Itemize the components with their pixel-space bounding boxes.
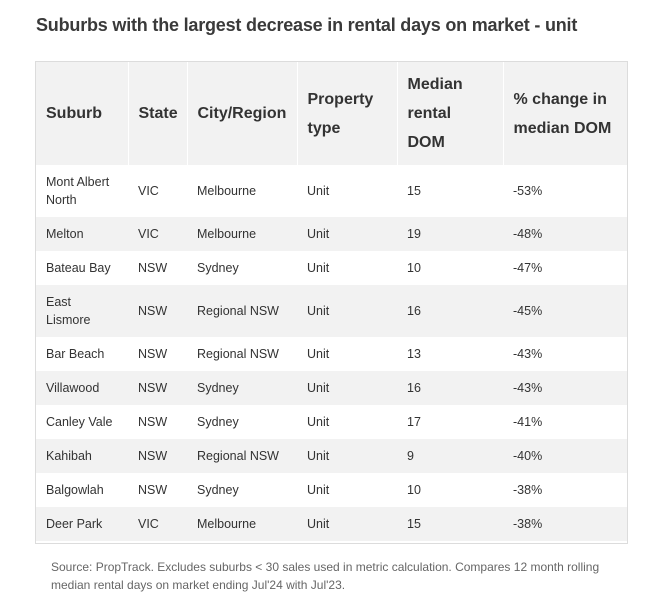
table-row: Melton VIC Melbourne Unit 19 -48% xyxy=(36,217,627,251)
cell-city-region: Sydney xyxy=(197,261,239,275)
cell-property-type: Unit xyxy=(307,483,330,497)
column-header-property-type: Property type xyxy=(297,62,398,165)
table-body: Mont Albert North VIC Melbourne Unit 15 … xyxy=(36,165,627,541)
cell-city-region: Melbourne xyxy=(187,217,297,251)
table-row: Villawood NSW Sydney Unit 16 -43% xyxy=(36,371,627,405)
cell-city-region: Regional NSW xyxy=(197,347,279,361)
cell-suburb: Villawood xyxy=(36,371,128,405)
cell-percent-change: -38% xyxy=(513,483,543,497)
cell-suburb: Balgowlah xyxy=(46,483,104,497)
table-row: Deer Park VIC Melbourne Unit 15 -38% xyxy=(36,507,627,541)
cell-state: NSW xyxy=(138,483,168,497)
cell-suburb: Kahibah xyxy=(36,439,128,473)
table-header: Suburb State City/Region Property type M… xyxy=(36,62,627,165)
cell-state: VIC xyxy=(138,184,159,198)
cell-property-type: Unit xyxy=(307,415,330,429)
cell-median-dom: 15 xyxy=(407,184,421,198)
cell-suburb: Melton xyxy=(36,217,128,251)
table-row: Mont Albert North VIC Melbourne Unit 15 … xyxy=(36,165,627,217)
cell-property-type: Unit xyxy=(307,261,330,275)
table-row: Canley Vale NSW Sydney Unit 17 -41% xyxy=(36,405,627,439)
column-header-city-region: City/Region xyxy=(187,62,298,165)
cell-city-region: Sydney xyxy=(187,371,297,405)
cell-property-type: Unit xyxy=(297,507,397,541)
table-row: Bar Beach NSW Regional NSW Unit 13 -43% xyxy=(36,337,627,371)
cell-percent-change: -45% xyxy=(503,285,627,337)
cell-median-dom: 16 xyxy=(397,285,503,337)
cell-state: NSW xyxy=(128,371,187,405)
cell-city-region: Regional NSW xyxy=(187,439,297,473)
cell-median-dom: 9 xyxy=(397,439,503,473)
cell-property-type: Unit xyxy=(297,371,397,405)
cell-median-dom: 19 xyxy=(397,217,503,251)
column-header-percent-change: % change in median DOM xyxy=(503,62,627,165)
data-table-container: Suburb State City/Region Property type M… xyxy=(35,61,628,544)
cell-percent-change: -43% xyxy=(513,347,543,361)
table-row: Bateau Bay NSW Sydney Unit 10 -47% xyxy=(36,251,627,285)
cell-percent-change: -48% xyxy=(503,217,627,251)
cell-median-dom: 13 xyxy=(407,347,421,361)
table-row: Balgowlah NSW Sydney Unit 10 -38% xyxy=(36,473,627,507)
cell-city-region: Melbourne xyxy=(187,507,297,541)
column-header-median-rental-dom: Median rental DOM xyxy=(397,62,504,165)
cell-city-region: Sydney xyxy=(197,483,239,497)
cell-percent-change: -41% xyxy=(513,415,543,429)
cell-percent-change: -53% xyxy=(513,184,543,198)
cell-state: NSW xyxy=(138,261,168,275)
column-header-state: State xyxy=(128,62,188,165)
cell-property-type: Unit xyxy=(307,184,330,198)
cell-suburb: Canley Vale xyxy=(46,415,113,429)
cell-state: VIC xyxy=(128,217,187,251)
cell-property-type: Unit xyxy=(297,285,397,337)
cell-percent-change: -47% xyxy=(513,261,543,275)
cell-suburb: Mont Albert North xyxy=(46,175,110,207)
cell-state: VIC xyxy=(128,507,187,541)
cell-suburb: Bar Beach xyxy=(46,347,105,361)
cell-city-region: Regional NSW xyxy=(187,285,297,337)
cell-percent-change: -40% xyxy=(503,439,627,473)
data-table: Suburb State City/Region Property type M… xyxy=(36,62,627,541)
cell-suburb: Deer Park xyxy=(36,507,128,541)
cell-percent-change: -43% xyxy=(503,371,627,405)
header-row: Suburb State City/Region Property type M… xyxy=(36,62,627,165)
cell-state: NSW xyxy=(138,347,168,361)
cell-median-dom: 16 xyxy=(397,371,503,405)
cell-percent-change: -38% xyxy=(503,507,627,541)
cell-property-type: Unit xyxy=(307,347,330,361)
cell-state: NSW xyxy=(138,415,168,429)
table-row: East Lismore NSW Regional NSW Unit 16 -4… xyxy=(36,285,627,337)
cell-median-dom: 15 xyxy=(397,507,503,541)
cell-median-dom: 10 xyxy=(407,261,421,275)
cell-state: NSW xyxy=(128,439,187,473)
cell-suburb: East Lismore xyxy=(36,285,128,337)
cell-median-dom: 10 xyxy=(407,483,421,497)
cell-city-region: Melbourne xyxy=(197,184,257,198)
cell-suburb: Bateau Bay xyxy=(46,261,111,275)
page-title: Suburbs with the largest decrease in ren… xyxy=(36,15,578,35)
cell-state: NSW xyxy=(128,285,187,337)
cell-median-dom: 17 xyxy=(407,415,421,429)
cell-city-region: Sydney xyxy=(197,415,239,429)
cell-property-type: Unit xyxy=(297,439,397,473)
column-header-suburb: Suburb xyxy=(36,62,129,165)
cell-property-type: Unit xyxy=(297,217,397,251)
table-row: Kahibah NSW Regional NSW Unit 9 -40% xyxy=(36,439,627,473)
source-note: Source: PropTrack. Excludes suburbs < 30… xyxy=(51,560,600,592)
